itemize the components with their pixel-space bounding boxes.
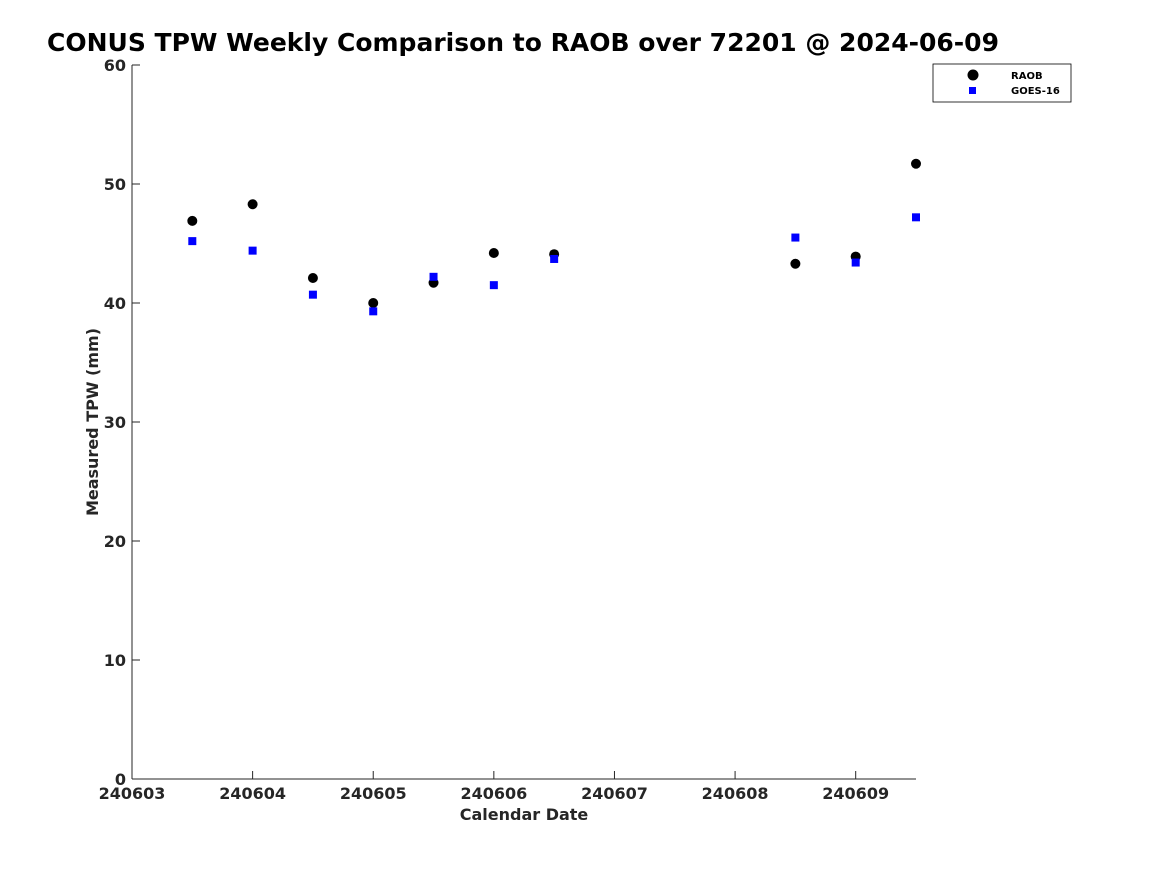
raob-point xyxy=(307,273,318,284)
raob-point xyxy=(187,215,198,226)
goes16-point xyxy=(369,307,378,316)
raob-point xyxy=(790,258,801,269)
goes16-point xyxy=(308,290,317,299)
y-tick-label: 30 xyxy=(104,413,126,432)
x-tick-label: 240604 xyxy=(219,784,286,803)
chart-title: CONUS TPW Weekly Comparison to RAOB over… xyxy=(47,28,999,57)
raob-point xyxy=(488,248,499,259)
legend-raob-marker xyxy=(967,69,979,81)
x-tick-label: 240606 xyxy=(460,784,527,803)
goes16-point xyxy=(248,246,257,255)
legend-goes16-label: GOES-16 xyxy=(1011,86,1060,97)
y-tick-label: 20 xyxy=(104,532,126,551)
goes16-point xyxy=(851,258,860,267)
legend-goes16-marker xyxy=(969,87,976,94)
y-axis-label: Measured TPW (mm) xyxy=(83,328,102,516)
axes xyxy=(131,65,916,780)
y-ticks: 0 10 20 30 40 50 60 xyxy=(104,56,140,789)
x-tick-label: 240608 xyxy=(702,784,769,803)
goes16-point xyxy=(912,213,920,222)
goes16-point xyxy=(489,281,498,290)
raob-point xyxy=(911,158,921,169)
y-tick-label: 50 xyxy=(104,175,126,194)
y-tick-label: 60 xyxy=(104,56,126,75)
y-tick-label: 10 xyxy=(104,651,126,670)
y-tick-label: 40 xyxy=(104,294,126,313)
x-tick-label: 240607 xyxy=(581,784,648,803)
x-tick-label: 240605 xyxy=(340,784,407,803)
goes16-point xyxy=(791,233,800,242)
legend-box xyxy=(932,63,1072,103)
goes16-point xyxy=(429,272,438,281)
x-tick-label: 240609 xyxy=(822,784,889,803)
legend-raob-label: RAOB xyxy=(1011,71,1043,82)
y-tick-label: 0 xyxy=(115,770,126,789)
legend: RAOB GOES-16 xyxy=(932,63,1072,103)
raob-point xyxy=(247,199,258,210)
x-ticks: 240603 240604 240605 240606 240607 240608 2406… xyxy=(99,771,889,803)
goes16-point xyxy=(188,237,197,246)
x-tick-label: 240603 xyxy=(99,784,166,803)
goes16-point xyxy=(550,254,559,263)
data-markers xyxy=(187,158,921,316)
raob-point xyxy=(368,298,379,308)
x-axis-label: Calendar Date xyxy=(460,805,589,824)
